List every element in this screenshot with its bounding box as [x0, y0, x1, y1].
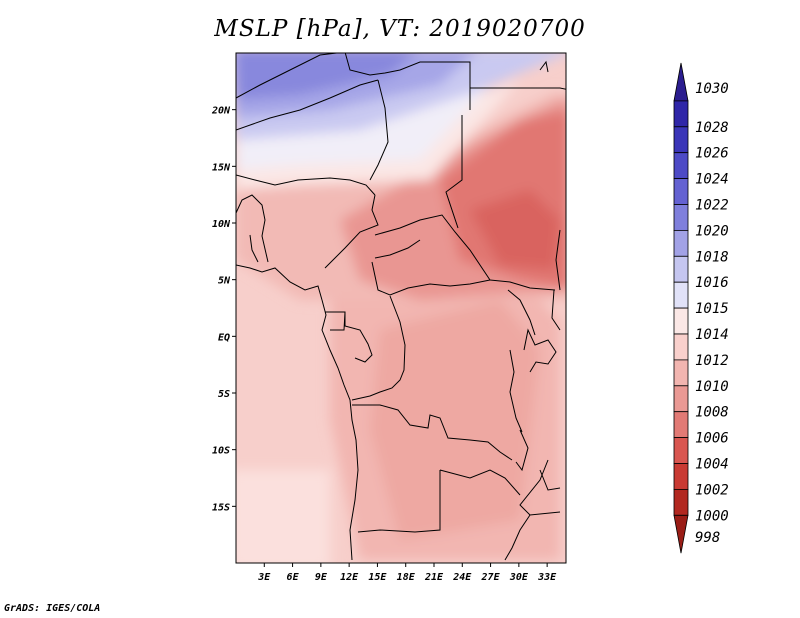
colorbar-label: 1028 [695, 120, 729, 136]
colorbar-swatch [673, 204, 689, 231]
x-tick-label: 3E [257, 572, 271, 583]
x-tick-label: 15E [368, 572, 387, 583]
colorbar-label: 1030 [695, 81, 729, 97]
colorbar-label: 1012 [695, 353, 729, 369]
x-tick-label: 18E [397, 572, 416, 583]
colorbar: 1030 1028 1026 1024 1022 1020 1018 1016 1015 1014… [673, 62, 729, 554]
colorbar-label: 1010 [695, 379, 729, 395]
colorbar-swatch [673, 411, 689, 439]
x-tick-label: 6E [287, 572, 300, 583]
y-tick-label: 5N [218, 276, 231, 287]
colorbar-label: 1000 [695, 508, 729, 524]
colorbar-swatch [673, 126, 689, 154]
colorbar-swatch [673, 333, 689, 361]
colorbar-swatch [673, 152, 689, 179]
colorbar-swatch [673, 307, 689, 335]
colorbar-label: 1006 [695, 431, 729, 447]
country-borders [236, 53, 566, 561]
colorbar-label: 1014 [695, 327, 729, 343]
colorbar-swatch [673, 255, 689, 283]
colorbar-swatch [673, 437, 689, 464]
map-title: MSLP [hPa], VT: 2019020700 [214, 16, 586, 42]
pressure-field [236, 53, 566, 563]
colorbar-swatch [673, 359, 689, 387]
colorbar-label: 1026 [695, 146, 729, 162]
y-tick-label: 15N [212, 162, 231, 173]
colorbar-label: 1015 [695, 301, 729, 317]
colorbar-label: 1004 [695, 457, 729, 473]
colorbar-swatch [673, 514, 689, 554]
x-tick-label: 30E [509, 572, 529, 583]
colorbar-label: 1020 [695, 223, 729, 239]
colorbar-swatch [673, 281, 689, 309]
x-tick-label: 27E [481, 572, 501, 583]
x-tick-label: 24E [452, 572, 472, 583]
colorbar-label: 1022 [695, 198, 729, 214]
colorbar-label: 1002 [695, 482, 729, 498]
x-tick-label: 9E [315, 572, 328, 583]
colorbar-label: 1016 [695, 275, 729, 291]
map-frame [235, 52, 567, 564]
map-panel: 3E 6E 9E 12E 15E 18E 21E 24E 27E 30E 33E 20N 15N 10N… [211, 52, 567, 583]
colorbar-label: 1008 [695, 405, 729, 421]
colorbar-swatch [673, 178, 689, 205]
x-tick-label: 21E [424, 572, 444, 583]
y-tick-label: 10N [212, 219, 231, 230]
colorbar-label: 1018 [695, 249, 729, 265]
grads-credit: GrADS: IGES/COLA [4, 603, 101, 614]
colorbar-swatch [673, 100, 689, 128]
y-axis: 20N 15N 10N 5N EQ 5S 10S 15S [211, 106, 236, 513]
colorbar-label: 1024 [695, 172, 729, 188]
y-tick-label: 20N [211, 106, 231, 117]
colorbar-swatch [673, 463, 689, 490]
colorbar-swatch [673, 229, 689, 257]
colorbar-swatch [673, 488, 689, 516]
colorbar-label: 998 [695, 530, 720, 546]
x-tick-label: 33E [537, 572, 557, 583]
x-tick-label: 12E [340, 572, 359, 583]
y-tick-label: 15S [212, 502, 230, 513]
y-tick-label: 10S [212, 446, 230, 457]
y-tick-label: 5S [218, 389, 230, 400]
coastline [236, 60, 561, 561]
y-tick-label: EQ [218, 332, 230, 343]
x-axis: 3E 6E 9E 12E 15E 18E 21E 24E 27E 30E 33E [257, 563, 557, 583]
colorbar-swatch [673, 385, 689, 413]
colorbar-swatch [673, 62, 689, 102]
